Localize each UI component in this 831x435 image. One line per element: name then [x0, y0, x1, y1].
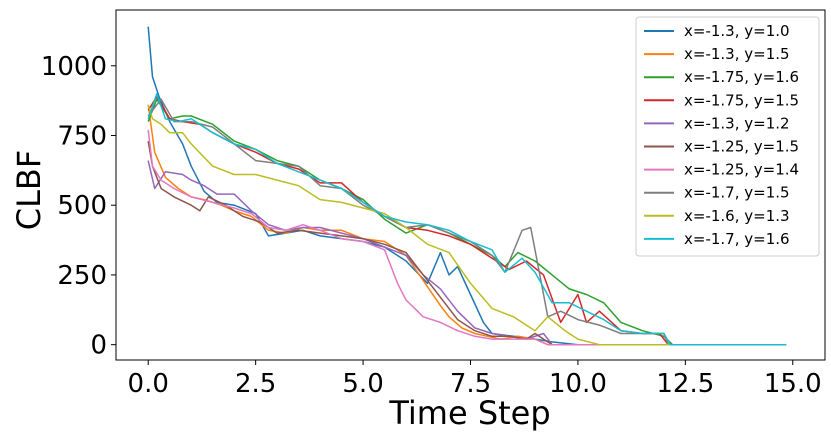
x-axis: 0.0 2.5 5.0 7.5 10.0 12.5 15.0: [128, 360, 822, 399]
legend-label: x=-1.3, y=1.5: [684, 45, 790, 63]
y-tick-label: 500: [57, 191, 107, 221]
series-line-7: [147, 129, 787, 346]
x-axis-label: Time Step: [388, 394, 550, 432]
series-line-1: [147, 26, 787, 346]
x-tick-label: 0.0: [128, 369, 169, 399]
legend-label: x=-1.25, y=1.4: [684, 161, 799, 179]
y-tick-label: 0: [90, 331, 107, 361]
y-axis-label: CLBF: [10, 150, 48, 231]
x-tick-label: 7.5: [450, 369, 491, 399]
x-tick-label: 2.5: [235, 369, 276, 399]
legend-label: x=-1.25, y=1.5: [684, 138, 799, 156]
legend-label: x=-1.6, y=1.3: [684, 207, 790, 225]
legend-label: x=-1.75, y=1.5: [684, 91, 799, 109]
x-tick-label: 5.0: [342, 369, 383, 399]
series-layer: [147, 26, 787, 346]
legend-label: x=-1.7, y=1.6: [684, 230, 790, 248]
x-tick-label: 15.0: [764, 369, 822, 399]
legend-label: x=-1.7, y=1.5: [684, 184, 790, 202]
y-tick-label: 250: [57, 261, 107, 291]
legend-box: [635, 16, 820, 257]
y-tick-label: 750: [57, 121, 107, 151]
x-tick-label: 12.5: [656, 369, 714, 399]
legend: x=-1.3, y=1.0 x=-1.3, y=1.5 x=-1.75, y=1.6…: [635, 16, 820, 257]
series-line-9: [147, 104, 787, 346]
series-line-10: [147, 92, 787, 346]
legend-label: x=-1.3, y=1.2: [684, 114, 790, 132]
legend-label: x=-1.3, y=1.0: [684, 22, 790, 40]
y-axis: 0 250 500 750 1000: [41, 52, 116, 361]
x-tick-label: 10.0: [549, 369, 607, 399]
y-tick-label: 1000: [41, 52, 107, 82]
legend-label: x=-1.75, y=1.6: [684, 68, 799, 86]
